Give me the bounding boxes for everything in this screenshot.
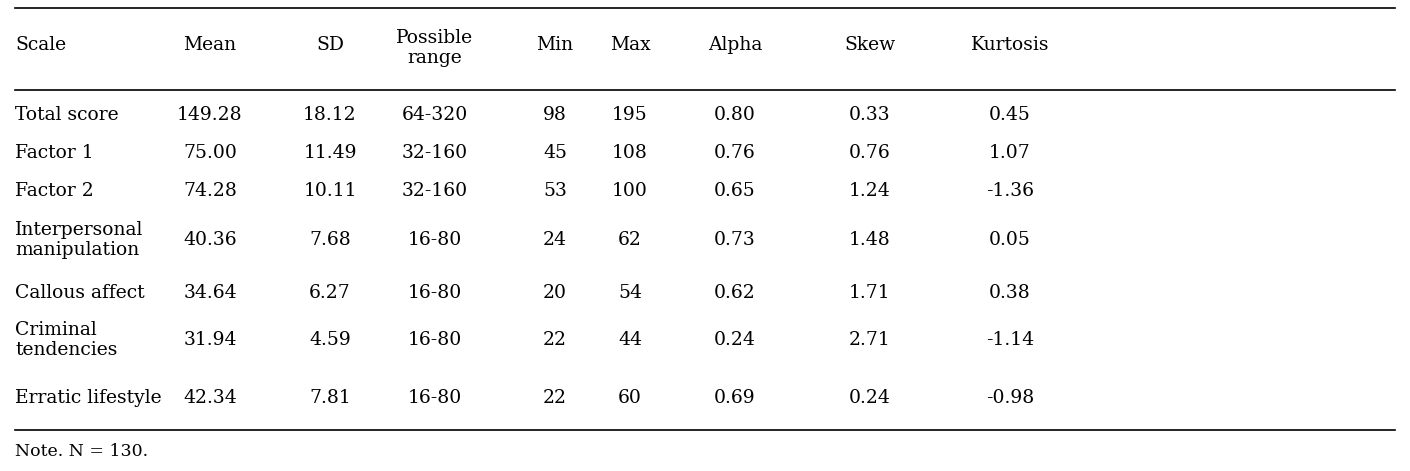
Text: 1.48: 1.48 — [849, 231, 891, 249]
Text: 75.00: 75.00 — [183, 144, 237, 162]
Text: SD: SD — [316, 36, 344, 54]
Text: Possible
range: Possible range — [396, 29, 474, 67]
Text: 0.45: 0.45 — [988, 106, 1031, 124]
Text: 0.05: 0.05 — [988, 231, 1031, 249]
Text: 60: 60 — [618, 389, 642, 407]
Text: Kurtosis: Kurtosis — [970, 36, 1049, 54]
Text: 0.73: 0.73 — [713, 231, 756, 249]
Text: 0.24: 0.24 — [849, 389, 891, 407]
Text: 32-160: 32-160 — [402, 182, 468, 200]
Text: Interpersonal
manipulation: Interpersonal manipulation — [16, 220, 144, 260]
Text: 45: 45 — [543, 144, 567, 162]
Text: 98: 98 — [543, 106, 567, 124]
Text: 16-80: 16-80 — [407, 331, 462, 349]
Text: 195: 195 — [612, 106, 647, 124]
Text: 10.11: 10.11 — [303, 182, 357, 200]
Text: 54: 54 — [618, 284, 642, 302]
Text: 11.49: 11.49 — [303, 144, 357, 162]
Text: -1.36: -1.36 — [986, 182, 1034, 200]
Text: Criminal
tendencies: Criminal tendencies — [16, 321, 117, 359]
Text: Scale: Scale — [16, 36, 66, 54]
Text: Erratic lifestyle: Erratic lifestyle — [16, 389, 162, 407]
Text: 7.68: 7.68 — [309, 231, 351, 249]
Text: Alpha: Alpha — [708, 36, 763, 54]
Text: Skew: Skew — [845, 36, 895, 54]
Text: 34.64: 34.64 — [183, 284, 237, 302]
Text: 108: 108 — [612, 144, 649, 162]
Text: 16-80: 16-80 — [407, 284, 462, 302]
Text: Factor 2: Factor 2 — [16, 182, 93, 200]
Text: -0.98: -0.98 — [986, 389, 1034, 407]
Text: 0.24: 0.24 — [713, 331, 756, 349]
Text: 0.62: 0.62 — [713, 284, 756, 302]
Text: 22: 22 — [543, 389, 567, 407]
Text: 44: 44 — [618, 331, 642, 349]
Text: 7.81: 7.81 — [309, 389, 351, 407]
Text: 16-80: 16-80 — [407, 389, 462, 407]
Text: 74.28: 74.28 — [183, 182, 237, 200]
Text: 20: 20 — [543, 284, 567, 302]
Text: 24: 24 — [543, 231, 567, 249]
Text: 62: 62 — [618, 231, 642, 249]
Text: 1.07: 1.07 — [990, 144, 1031, 162]
Text: 42.34: 42.34 — [183, 389, 237, 407]
Text: Factor 1: Factor 1 — [16, 144, 93, 162]
Text: 0.33: 0.33 — [849, 106, 891, 124]
Text: 0.76: 0.76 — [713, 144, 756, 162]
Text: Callous affect: Callous affect — [16, 284, 145, 302]
Text: 6.27: 6.27 — [309, 284, 351, 302]
Text: Max: Max — [609, 36, 650, 54]
Text: 18.12: 18.12 — [303, 106, 357, 124]
Text: 32-160: 32-160 — [402, 144, 468, 162]
Text: 16-80: 16-80 — [407, 231, 462, 249]
Text: 0.76: 0.76 — [849, 144, 891, 162]
Text: 0.69: 0.69 — [715, 389, 756, 407]
Text: 22: 22 — [543, 331, 567, 349]
Text: -1.14: -1.14 — [986, 331, 1034, 349]
Text: 53: 53 — [543, 182, 567, 200]
Text: 0.38: 0.38 — [990, 284, 1031, 302]
Text: 1.71: 1.71 — [849, 284, 891, 302]
Text: Min: Min — [536, 36, 574, 54]
Text: 31.94: 31.94 — [183, 331, 237, 349]
Text: 4.59: 4.59 — [309, 331, 351, 349]
Text: 149.28: 149.28 — [178, 106, 243, 124]
Text: 0.80: 0.80 — [713, 106, 756, 124]
Text: Total score: Total score — [16, 106, 118, 124]
Text: 1.24: 1.24 — [849, 182, 891, 200]
Text: Mean: Mean — [183, 36, 237, 54]
Text: Note. N = 130.: Note. N = 130. — [16, 444, 148, 461]
Text: 0.65: 0.65 — [713, 182, 756, 200]
Text: 100: 100 — [612, 182, 649, 200]
Text: 64-320: 64-320 — [402, 106, 468, 124]
Text: 2.71: 2.71 — [849, 331, 891, 349]
Text: 40.36: 40.36 — [183, 231, 237, 249]
